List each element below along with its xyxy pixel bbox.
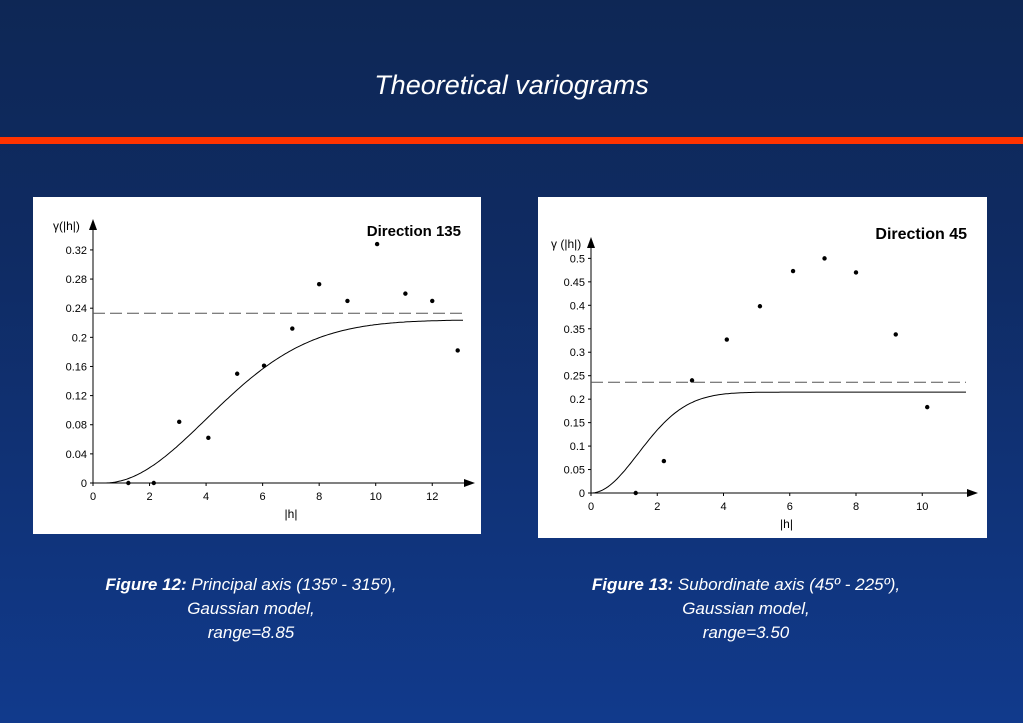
- y-tick-label: 0.4: [570, 300, 585, 312]
- data-point: [151, 480, 156, 486]
- data-point: [206, 435, 211, 441]
- model-curve: [93, 319, 463, 484]
- y-tick-label: 0.28: [66, 274, 87, 286]
- caption-lead: Figure 13:: [591, 575, 674, 594]
- slide-title: Theoretical variograms: [374, 70, 649, 100]
- data-point: [430, 298, 435, 304]
- x-axis-arrow: [967, 489, 978, 497]
- y-tick-label: 0.2: [72, 332, 87, 344]
- x-axis-label: |h|: [285, 507, 298, 521]
- y-tick-label: 0.32: [66, 245, 87, 257]
- data-point: [822, 256, 827, 261]
- y-tick-label: 0.05: [564, 465, 585, 477]
- x-tick-label: 8: [316, 491, 322, 503]
- y-axis-arrow: [587, 237, 595, 248]
- x-tick-label: 10: [370, 491, 382, 503]
- caption-lead: Figure 12:: [105, 575, 187, 594]
- figure-12-caption: Figure 12: Principal axis (135º - 315º),…: [31, 573, 471, 645]
- data-point: [853, 270, 859, 275]
- x-tick-label: 10: [916, 501, 928, 513]
- data-point: [893, 332, 898, 337]
- figure-13-caption: Figure 13: Subordinate axis (45º - 225º)…: [526, 573, 966, 645]
- data-point: [661, 458, 667, 464]
- y-axis-label: γ(|h|): [53, 219, 80, 233]
- variogram-chart-direction-45: 0 0.05 0.1 0.15 0.2 0.25 0.3 0.35 0.4 0.45 0.5 0 2 4 6…: [551, 226, 978, 531]
- data-point: [126, 480, 131, 486]
- data-point: [374, 241, 380, 247]
- y-axis-label: γ (|h|): [551, 237, 581, 251]
- x-tick-label: 4: [720, 501, 726, 513]
- x-tick-label: 6: [260, 491, 266, 503]
- caption-line: Principal axis (135º - 315º),: [186, 575, 397, 594]
- data-point: [925, 404, 930, 410]
- y-tick-label: 0.04: [66, 449, 87, 461]
- y-tick-label: 0.12: [66, 391, 87, 403]
- x-tick-label: 0: [588, 501, 594, 513]
- y-tick-label: 0.2: [570, 394, 585, 406]
- data-point: [234, 371, 240, 376]
- data-point: [757, 304, 763, 309]
- caption-line: range=3.50: [702, 623, 790, 642]
- y-tick-label: 0.08: [66, 420, 87, 432]
- data-point: [633, 490, 638, 496]
- model-curve: [590, 391, 966, 494]
- caption-line: range=8.85: [207, 623, 295, 642]
- caption-line: Gaussian model,: [187, 599, 315, 618]
- data-point: [290, 326, 295, 331]
- data-point: [316, 281, 322, 287]
- data-point: [455, 348, 460, 353]
- x-tick-label: 0: [90, 491, 96, 503]
- y-tick-label: 0: [579, 488, 585, 500]
- x-tick-label: 2: [654, 501, 660, 513]
- data-point: [345, 298, 350, 304]
- y-tick-label: 0.35: [564, 324, 585, 336]
- data-point: [403, 291, 408, 296]
- caption-line: Subordinate axis (45º - 225º),: [673, 575, 901, 594]
- caption-line: Gaussian model,: [682, 599, 810, 618]
- x-tick-label: 12: [426, 491, 438, 503]
- x-tick-label: 6: [787, 501, 793, 513]
- x-tick-label: 8: [853, 501, 859, 513]
- data-point: [261, 363, 267, 368]
- y-tick-label: 0.1: [570, 441, 585, 453]
- y-tick-label: 0.25: [564, 371, 585, 383]
- variogram-chart-direction-135: 0 0.04 0.08 0.12 0.16 0.2 0.24 0.28 0.32 0 2 4 6 8 10 1…: [53, 219, 475, 521]
- data-point: [724, 337, 730, 342]
- chart-panel-direction-45: 0 0.05 0.1 0.15 0.2 0.25 0.3 0.35 0.4 0.45 0.5 0 2 4 6…: [538, 197, 987, 538]
- chart-title: Direction 45: [875, 226, 967, 243]
- y-tick-label: 0.16: [66, 361, 87, 373]
- chart-panel-direction-135: 0 0.04 0.08 0.12 0.16 0.2 0.24 0.28 0.32 0 2 4 6 8 10 1…: [33, 197, 481, 534]
- data-point: [790, 268, 796, 274]
- x-axis-arrow: [464, 479, 475, 487]
- y-axis-arrow: [89, 219, 97, 230]
- y-tick-label: 0.45: [564, 277, 585, 289]
- data-point: [177, 419, 182, 425]
- title-rule: [0, 137, 1023, 144]
- x-tick-label: 2: [146, 491, 152, 503]
- y-tick-label: 0.24: [66, 303, 87, 315]
- x-axis-label: |h|: [780, 517, 793, 531]
- y-tick-label: 0.15: [564, 418, 585, 430]
- data-point: [689, 378, 695, 383]
- y-tick-label: 0.3: [570, 347, 585, 359]
- chart-title: Direction 135: [367, 223, 461, 240]
- y-tick-label: 0: [81, 478, 87, 490]
- y-tick-label: 0.5: [570, 253, 585, 265]
- x-tick-label: 4: [203, 491, 209, 503]
